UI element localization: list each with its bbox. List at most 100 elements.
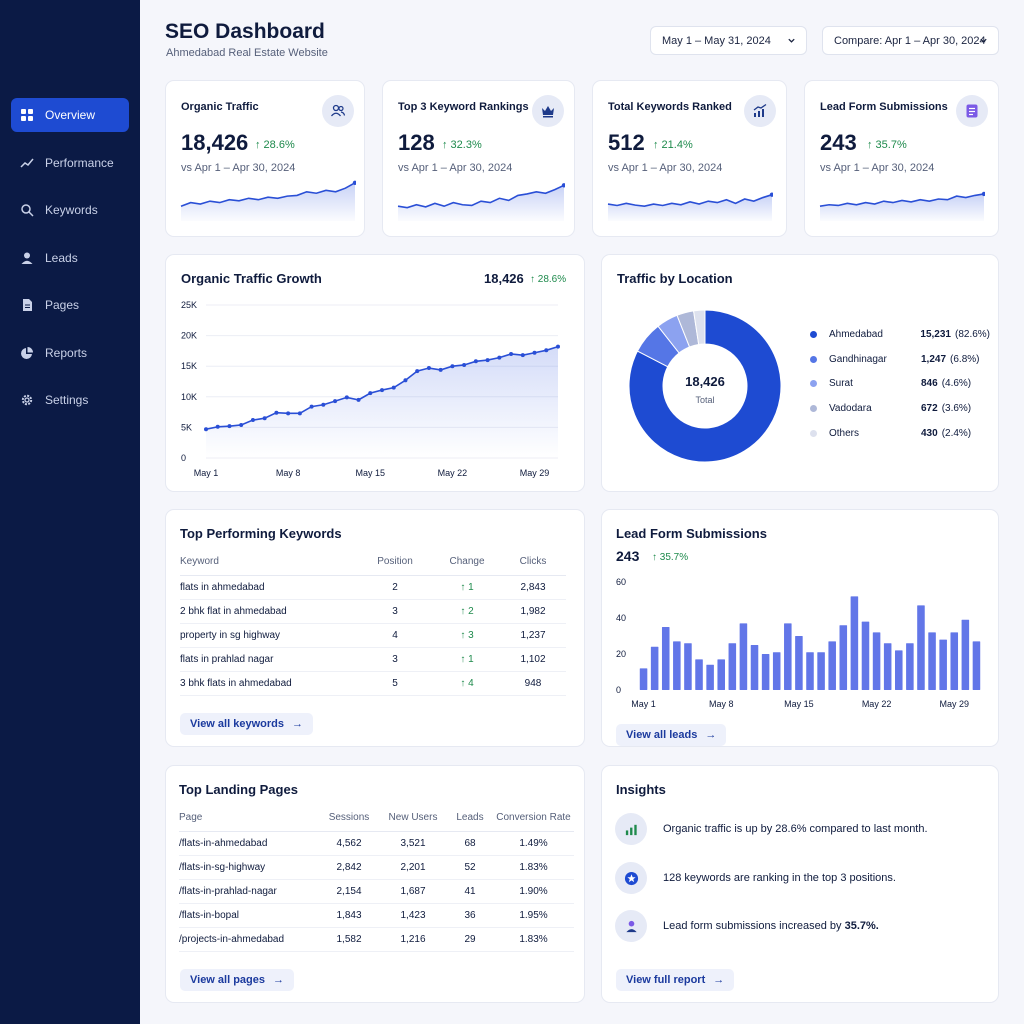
kpi-label: Organic Traffic <box>181 101 259 113</box>
landing-pages-table: Page Sessions New Users Leads Conversion… <box>179 805 574 952</box>
page-subtitle: Ahmedabad Real Estate Website <box>166 47 328 59</box>
sidebar-item-pages[interactable]: Pages <box>11 288 129 322</box>
arrow-right-icon: → <box>713 974 725 986</box>
data-point <box>520 353 525 358</box>
cell-leads: 41 <box>447 879 493 904</box>
view-full-report-button[interactable]: View full report → <box>616 969 735 991</box>
cell-page: /flats-in-prahlad-nagar <box>179 879 319 904</box>
cell-leads: 68 <box>447 831 493 856</box>
leads-bar-chart: 0 20 40 60 May 1 May 8 May 15 May 22 May 29 <box>616 577 981 709</box>
kpi-value: 243 <box>820 130 857 155</box>
kpi-sparkline <box>819 191 985 221</box>
data-point <box>239 422 244 427</box>
compare-range-select[interactable]: Compare: Apr 1 – Apr 30, 2024 <box>822 26 999 55</box>
cell-leads: 52 <box>447 855 493 880</box>
leads-card: Lead Form Submissions 243 ↑ 35.7% 0 20 40 6… <box>601 509 999 747</box>
bar <box>661 627 670 690</box>
legend-dot <box>810 430 817 437</box>
sidebar-item-leads[interactable]: Leads <box>11 241 129 275</box>
cell-position: 3 <box>356 599 434 624</box>
cell-sessions: 2,842 <box>319 855 379 880</box>
date-range-select[interactable]: May 1 – May 31, 2024 <box>650 26 807 55</box>
sidebar-item-overview[interactable]: Overview <box>11 98 129 132</box>
legend-name: Vadodara <box>829 403 872 414</box>
table-row[interactable]: /projects-in-ahmedabad 1,582 1,216 29 1.83% <box>179 927 574 952</box>
kpi-label: Top 3 Keyword Rankings <box>398 101 529 113</box>
cell-new-users: 1,216 <box>379 927 447 952</box>
traffic-growth-total: 18,426 <box>484 271 524 286</box>
insight-text: Organic traffic is up by 28.6% compared … <box>663 823 928 835</box>
table-row[interactable]: /flats-in-sg-highway 2,842 2,201 52 1.83% <box>179 855 574 880</box>
table-row[interactable]: /flats-in-prahlad-nagar 2,154 1,687 41 1.90% <box>179 879 574 904</box>
cell-clicks: 1,982 <box>500 599 566 624</box>
kpi-label: Lead Form Submissions <box>820 101 948 113</box>
data-point <box>286 411 291 416</box>
sparkline-line <box>180 182 356 207</box>
insight-text: Lead form submissions increased by 35.7%… <box>663 920 879 932</box>
bar <box>883 643 892 690</box>
cell-position: 2 <box>356 575 434 600</box>
column-header: Conversion Rate <box>493 805 574 832</box>
sidebar-item-label: Performance <box>45 155 114 170</box>
sparkline-point <box>561 183 565 188</box>
arrow-right-icon: → <box>705 729 717 741</box>
column-header: Position <box>356 549 434 576</box>
cell-position: 3 <box>356 647 434 672</box>
legend-dot <box>810 380 817 387</box>
view-all-keywords-button[interactable]: View all keywords → <box>180 713 313 735</box>
view-all-pages-button[interactable]: View all pages → <box>180 969 295 991</box>
compare-range-value: Compare: Apr 1 – Apr 30, 2024 <box>834 34 986 47</box>
y-tick-label: 0 <box>181 453 186 463</box>
bar <box>861 621 870 690</box>
y-tick-label: 20 <box>616 649 626 659</box>
cell-sessions: 1,843 <box>319 903 379 928</box>
bar <box>939 639 947 690</box>
legend-percent: (82.6%) <box>954 329 990 340</box>
sidebar-item-label: Pages <box>45 298 80 312</box>
cell-new-users: 1,687 <box>379 879 447 904</box>
sparkline-area <box>398 185 564 221</box>
cell-conversion: 1.83% <box>493 927 574 952</box>
data-point <box>391 385 396 390</box>
sidebar-item-performance[interactable]: Performance <box>11 146 129 180</box>
table-row[interactable]: flats in ahmedabad 2 ↑ 1 2,843 <box>180 575 566 600</box>
table-header-row: Page Sessions New Users Leads Conversion… <box>179 805 574 832</box>
legend-name: Ahmedabad <box>829 329 883 340</box>
card-title: Insights <box>616 782 666 797</box>
table-row[interactable]: 2 bhk flat in ahmedabad 3 ↑ 2 1,982 <box>180 599 566 624</box>
donut-slice <box>693 309 706 346</box>
kpi-value: 512 <box>608 130 645 155</box>
table-row[interactable]: flats in prahlad nagar 3 ↑ 1 1,102 <box>180 647 566 672</box>
cell-page: /flats-in-sg-highway <box>179 855 319 880</box>
cell-page: /projects-in-ahmedabad <box>179 927 319 952</box>
legend-percent: (3.6%) <box>941 403 972 414</box>
sidebar-item-reports[interactable]: Reports <box>11 336 129 370</box>
crown-icon <box>532 95 564 127</box>
data-point <box>485 358 490 363</box>
insight-item: 128 keywords are ranking in the top 3 po… <box>615 862 896 894</box>
table-row[interactable]: property in sg highway 4 ↑ 3 1,237 <box>180 623 566 648</box>
cell-new-users: 3,521 <box>379 831 447 856</box>
bar <box>695 659 703 690</box>
bar <box>639 668 648 690</box>
kpi-card-lead-submissions: Lead Form Submissions 243 ↑ 35.7% vs Apr… <box>804 80 999 237</box>
x-tick-label: May 15 <box>356 468 386 478</box>
bar <box>906 643 914 690</box>
x-tick-label: May 15 <box>784 699 814 709</box>
gear-icon <box>21 394 33 406</box>
sidebar-item-keywords[interactable]: Keywords <box>11 193 129 227</box>
y-tick-label: 60 <box>616 577 626 587</box>
insight-text-part: Lead form submissions increased by <box>663 920 845 932</box>
pie-chart-icon <box>21 346 33 359</box>
legend-name: Gandhinagar <box>829 354 887 365</box>
view-all-leads-button[interactable]: View all leads → <box>616 724 727 746</box>
y-tick-label: 25K <box>181 300 197 310</box>
table-row[interactable]: /flats-in-ahmedabad 4,562 3,521 68 1.49% <box>179 831 574 856</box>
data-point <box>309 404 314 409</box>
table-row[interactable]: 3 bhk flats in ahmedabad 5 ↑ 4 948 <box>180 671 566 696</box>
bar <box>917 605 925 690</box>
sidebar-item-settings[interactable]: Settings <box>11 383 129 417</box>
cell-change: ↑ 1 <box>434 647 500 672</box>
sparkline-line <box>607 193 773 208</box>
table-row[interactable]: /flats-in-bopal 1,843 1,423 36 1.95% <box>179 903 574 928</box>
